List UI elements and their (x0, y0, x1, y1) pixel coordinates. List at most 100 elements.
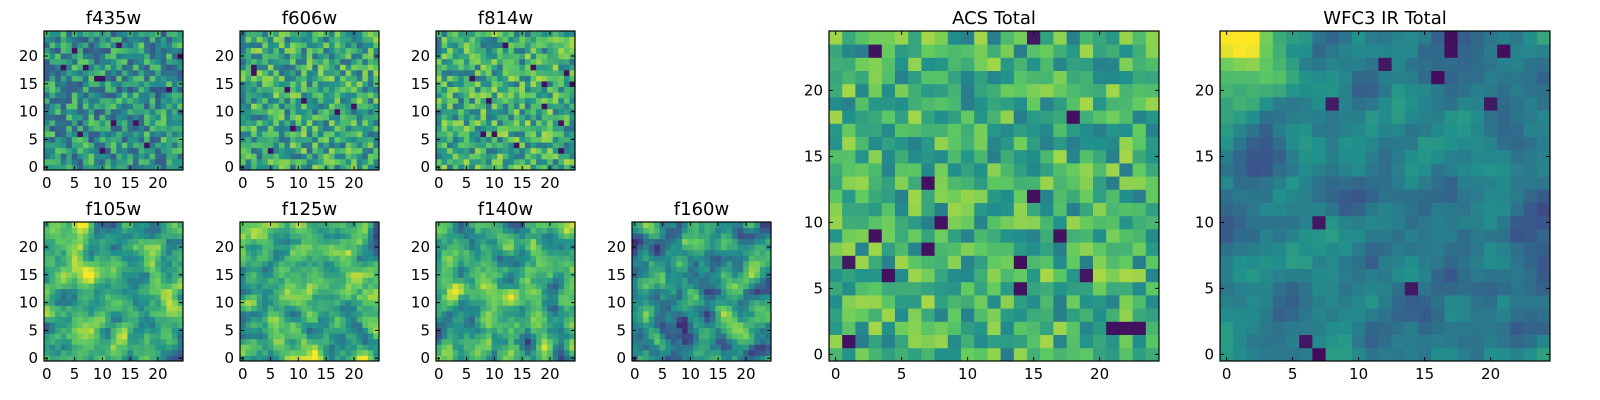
y-tick-label: 15 (215, 75, 234, 93)
heatmap-cell (436, 238, 442, 245)
heatmap-cell (704, 310, 711, 317)
heatmap-cell (895, 268, 909, 283)
heatmap-cell (720, 272, 727, 278)
heatmap-cell (267, 136, 274, 143)
heatmap-cell (132, 136, 139, 143)
heatmap-cell (1027, 176, 1041, 190)
heatmap-cell (94, 119, 100, 126)
heatmap-cell (99, 125, 106, 132)
heatmap-cell (458, 310, 465, 317)
heatmap-cell (541, 47, 548, 54)
heatmap-cell (737, 227, 744, 234)
heatmap-cell (458, 36, 465, 43)
heatmap-cell (447, 338, 454, 345)
heatmap-cell (987, 163, 1001, 177)
heatmap-cell (144, 227, 151, 234)
heatmap-cell (177, 69, 184, 76)
heatmap-cell (665, 272, 672, 278)
heatmap-cell (60, 86, 67, 93)
heatmap-cell (127, 294, 134, 301)
heatmap-cell (687, 327, 694, 334)
panel-title: f435w (86, 8, 141, 29)
heatmap-cell (541, 333, 548, 340)
heatmap-cell (149, 310, 156, 317)
heatmap-cell (340, 310, 347, 317)
heatmap-cell (121, 233, 128, 240)
heatmap-cell (563, 97, 570, 104)
heatmap-cell (166, 244, 173, 251)
heatmap-cell (60, 108, 67, 115)
heatmap-cell (351, 158, 358, 165)
heatmap-cell (558, 108, 565, 115)
heatmap-cell (632, 283, 638, 290)
heatmap-cell (334, 338, 341, 345)
heatmap-cell (60, 305, 67, 312)
heatmap-cell (367, 349, 374, 356)
y-tick-label: 10 (19, 103, 38, 121)
heatmap-cell (480, 344, 487, 351)
heatmap-cell (245, 299, 252, 306)
heatmap-cell (463, 349, 470, 356)
heatmap-cell (121, 81, 128, 87)
heatmap-cell (682, 299, 688, 306)
heatmap-cell (513, 272, 520, 278)
heatmap-cell (132, 142, 139, 149)
heatmap-cell (44, 42, 50, 49)
heatmap-cell (362, 114, 369, 121)
heatmap-cell (441, 272, 448, 278)
heatmap-cell (245, 75, 252, 82)
heatmap-cell (452, 322, 459, 329)
heatmap-cell (530, 222, 537, 228)
heatmap-cell (149, 164, 156, 171)
heatmap-cell (171, 81, 178, 87)
heatmap-cell (452, 158, 459, 165)
heatmap-cell (765, 277, 772, 284)
heatmap-cell (693, 355, 700, 362)
heatmap-cell (116, 255, 123, 262)
heatmap-cell (251, 69, 258, 76)
heatmap-cell (166, 299, 173, 306)
heatmap-cell (552, 69, 559, 76)
heatmap-cell (278, 131, 285, 138)
heatmap-cell (323, 114, 330, 121)
heatmap-cell (447, 255, 454, 262)
heatmap-cell (116, 333, 123, 340)
heatmap-cell (1132, 255, 1147, 269)
heatmap-cell (474, 142, 481, 149)
heatmap-cell (278, 238, 285, 245)
heatmap-cell (486, 238, 492, 245)
heatmap-cell (541, 294, 548, 301)
heatmap-cell (1106, 202, 1120, 217)
heatmap-cell (737, 222, 744, 228)
heatmap-cell (49, 108, 56, 115)
heatmap-cell (94, 249, 100, 256)
heatmap-cell (637, 260, 644, 267)
heatmap-cell (682, 310, 688, 317)
heatmap-cell (105, 125, 112, 132)
heatmap-cell (974, 255, 988, 269)
heatmap-cell (682, 327, 688, 334)
heatmap-cell (306, 244, 313, 251)
heatmap-cell (552, 119, 559, 126)
heatmap-cell (474, 31, 481, 37)
heatmap-cell (732, 283, 739, 290)
x-tick-label: 20 (540, 174, 559, 192)
heatmap-cell (458, 131, 465, 138)
heatmap-cell (82, 305, 89, 312)
heatmap-cell (552, 222, 559, 228)
heatmap-cell (155, 294, 162, 301)
heatmap-cell (513, 158, 520, 165)
heatmap-cell (88, 47, 95, 54)
heatmap-cell (497, 131, 504, 138)
heatmap-cell (273, 114, 280, 121)
heatmap-cell (77, 97, 84, 104)
heatmap-cell (508, 164, 515, 171)
heatmap-cell (1040, 215, 1054, 230)
heatmap-cell (323, 86, 330, 93)
heatmap-cell (317, 338, 324, 345)
heatmap-cell (1066, 242, 1081, 256)
heatmap-cell (508, 97, 515, 104)
heatmap-cell (558, 227, 565, 234)
heatmap-cell (469, 255, 476, 262)
